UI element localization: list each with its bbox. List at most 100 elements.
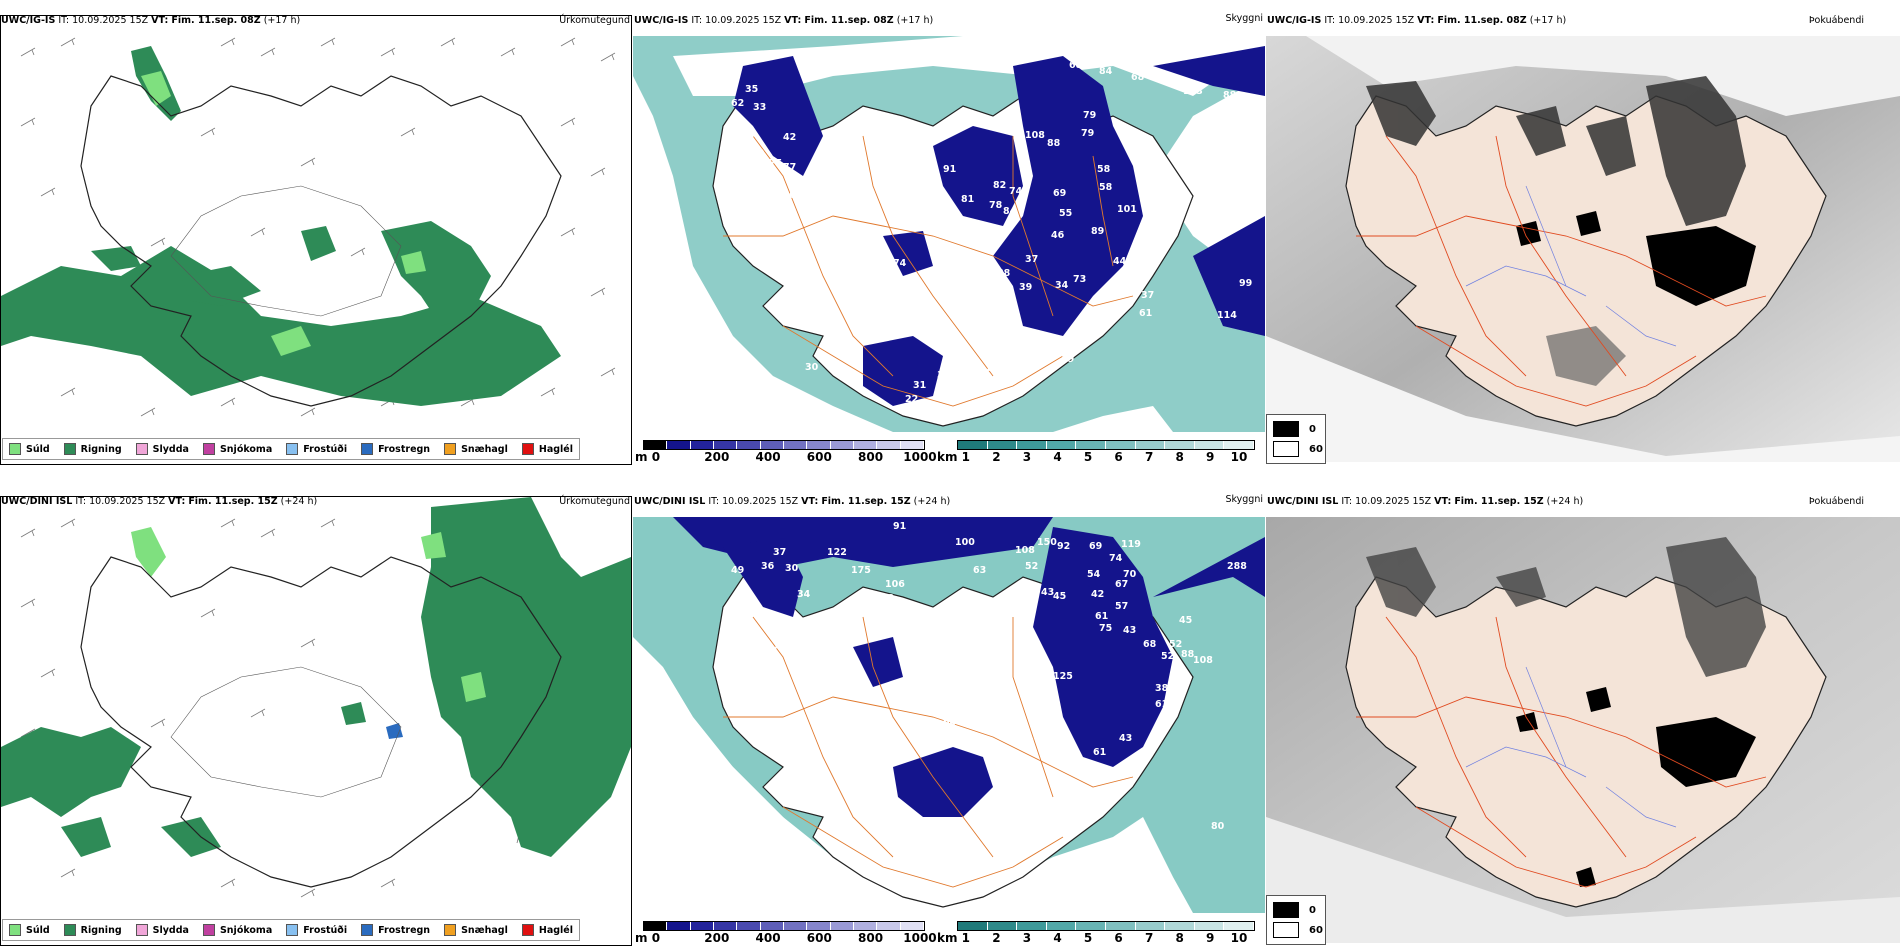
fog-map-canvas xyxy=(1266,36,1900,462)
cloud-label: 119 xyxy=(1121,539,1141,550)
ceiling-scale-row1: m 0 200 400 600 800 1000 xyxy=(635,434,937,468)
cloud-label: 37 xyxy=(773,547,786,558)
fog-areas xyxy=(1366,537,1766,677)
cloud-map: 91 122 100 108 150 92 69 119 175 49 36 3… xyxy=(633,517,1265,913)
iceland-outline xyxy=(80,556,562,888)
ceiling-ticks: m 0 200 400 600 800 1000 xyxy=(635,931,937,945)
cloud-label: 30 xyxy=(785,563,799,574)
ceiling-ticks: m 0 200 400 600 800 1000 xyxy=(635,450,937,464)
panel-title: Skyggni xyxy=(1225,13,1263,24)
legend-item: Frostúði xyxy=(286,924,347,936)
drizzle-areas xyxy=(131,527,486,702)
swatch xyxy=(135,443,148,455)
cloud-label: 99 xyxy=(787,176,800,187)
cloud-label: 101 xyxy=(1117,204,1137,215)
cloud-label: 19 xyxy=(1061,354,1074,365)
cloud-label: 33 xyxy=(753,102,766,113)
cloud-label: 61 xyxy=(1139,308,1152,319)
run-info: UWC/DINI ISL IT: 10.09.2025 15Z VT: Fim.… xyxy=(1,496,318,507)
legend-item: Frostregn xyxy=(361,443,430,455)
fog-map-canvas xyxy=(1266,517,1900,943)
panel-header: UWC/IG-IS IT: 10.09.2025 15Z VT: Fim. 11… xyxy=(1266,14,1900,28)
panel-header: UWC/IG-IS IT: 10.09.2025 15Z VT: Fim. 11… xyxy=(0,14,632,28)
cloud-label: 88 xyxy=(997,268,1011,279)
low-cloud-areas xyxy=(733,46,1265,406)
cloud-label: 44 xyxy=(1113,256,1127,267)
cloud-label: 122 xyxy=(827,547,847,558)
cloud-label: 72 xyxy=(881,593,894,604)
cloud-label: 56 xyxy=(741,130,755,141)
fog-map xyxy=(1266,36,1900,462)
fog-legend-item: 0 xyxy=(1273,902,1316,918)
visibility-scale-row1: km 1 2 3 4 5 6 7 8 9 10 xyxy=(937,434,1255,468)
panel-header: UWC/DINI ISL IT: 10.09.2025 15Z VT: Fim.… xyxy=(633,494,1265,509)
cloud-label: 91 xyxy=(1093,43,1106,54)
freezing-rain-areas xyxy=(386,723,403,739)
fog-areas xyxy=(1546,326,1626,386)
cloud-label: 88 xyxy=(1061,757,1075,768)
precip-map-canvas xyxy=(1,37,616,417)
swatch xyxy=(361,924,374,936)
clear-sky xyxy=(633,667,963,913)
cloud-label: 31 xyxy=(913,380,926,391)
panel-title: Úrkomutegund xyxy=(559,15,630,26)
cloud-label: 54 xyxy=(1087,569,1101,580)
cloud-label: 42 xyxy=(1091,589,1104,600)
swatch xyxy=(286,924,299,936)
swatch xyxy=(63,443,76,455)
cloud-label: 61 xyxy=(1121,134,1134,145)
legend-item: Snjókoma xyxy=(202,443,272,455)
ceiling-scale-row2: m 0 200 400 600 800 1000 xyxy=(635,915,937,949)
panel-title: Þokuábendi xyxy=(1808,15,1864,26)
cloud-label: 52 xyxy=(1025,561,1038,572)
cloud-label: 92 xyxy=(1057,541,1070,552)
cloud-label: 80 xyxy=(1211,821,1225,832)
legend-item: Súld xyxy=(9,924,50,936)
cloud-label: 49 xyxy=(731,565,744,576)
cloud-label: 30 xyxy=(805,362,819,373)
cloud-label: 74 xyxy=(1109,553,1123,564)
cloud-label: 57 xyxy=(883,138,896,149)
cloud-label: 88 xyxy=(1047,138,1061,149)
cloud-label: 45 xyxy=(1179,615,1192,626)
cloud-label: 67 xyxy=(789,190,802,201)
cloud-label: 35 xyxy=(745,84,758,95)
cloud-label: 88 xyxy=(1181,649,1195,660)
cloud-label: 58 xyxy=(1099,182,1113,193)
cloud-label: 91 xyxy=(943,164,956,175)
legend-item: Snæhagl xyxy=(444,443,508,455)
rain-areas xyxy=(1,46,561,406)
rain-areas xyxy=(1,497,631,857)
cloud-label: 106 xyxy=(885,579,905,590)
fog-band xyxy=(1266,336,1900,462)
cloud-label: 46 xyxy=(1051,230,1065,241)
cloud-label: 42 xyxy=(783,132,796,143)
wind-barbs xyxy=(20,37,616,417)
cloud-label: 70 xyxy=(1123,569,1137,580)
cloud-label: 52 xyxy=(1161,651,1174,662)
cloud-label: 37 xyxy=(1025,254,1038,265)
road-network xyxy=(723,135,1134,407)
cloud-label: 34 xyxy=(1055,280,1069,291)
cloud-label: 84 xyxy=(1099,66,1113,77)
cloud-label: 175 xyxy=(851,565,871,576)
fog-band xyxy=(1306,36,1900,116)
visibility-ticks: km 1 2 3 4 5 6 7 8 9 10 xyxy=(937,450,1248,464)
cloud-label: 46 xyxy=(987,364,1001,375)
legend-item: Rigning xyxy=(63,443,122,455)
cloud-label: 61 xyxy=(1155,699,1168,710)
run-info: UWC/IG-IS IT: 10.09.2025 15Z VT: Fim. 11… xyxy=(1,15,301,26)
cloud-label: 78 xyxy=(989,200,1003,211)
panel-header: UWC/IG-IS IT: 10.09.2025 15Z VT: Fim. 11… xyxy=(633,13,1265,28)
cloud-label: 45 xyxy=(1053,591,1066,602)
cloud-label: 39 xyxy=(1019,282,1032,293)
cloud-label: 84 xyxy=(1003,206,1017,217)
drizzle-areas xyxy=(141,71,426,356)
cloud-base-labels: 84 68 84 91 68 153 88 35 33 62 42 57 56 … xyxy=(731,43,1252,419)
run-info: UWC/DINI ISL IT: 10.09.2025 15Z VT: Fim.… xyxy=(1267,496,1584,507)
cloud-label: 63 xyxy=(973,565,986,576)
cloud-label: 88 xyxy=(1223,90,1237,101)
swatch xyxy=(135,924,148,936)
panel-title: Úrkomutegund xyxy=(559,496,630,507)
road-network xyxy=(723,616,1134,888)
